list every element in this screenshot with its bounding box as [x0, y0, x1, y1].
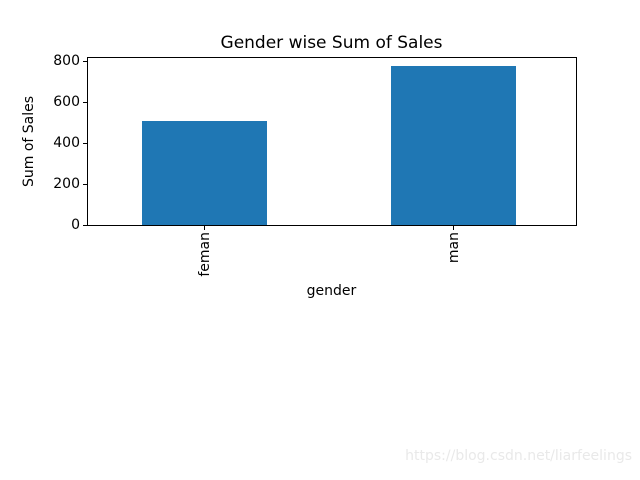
x-tick-mark: [204, 226, 205, 230]
y-axis-label: Sum of Sales: [21, 95, 37, 187]
y-tick-label: 800: [53, 53, 80, 70]
y-tick-label: 400: [53, 135, 80, 152]
y-tick-mark: [83, 101, 87, 103]
y-tick-mark: [83, 60, 87, 62]
y-tick-mark: [83, 142, 87, 144]
x-axis-label: gender: [306, 283, 357, 299]
y-tick-label: 600: [53, 94, 80, 111]
y-tick-label: 0: [71, 217, 80, 233]
x-tick-label-feman: feman: [196, 232, 213, 277]
bar-man: [391, 66, 516, 225]
x-tick-mark: [453, 226, 454, 230]
bar-feman: [142, 121, 267, 225]
y-tick-label: 200: [53, 176, 80, 193]
y-tick-mark: [83, 224, 87, 226]
x-tick-label-man: man: [445, 232, 462, 264]
y-tick-mark: [83, 183, 87, 185]
chart-title: Gender wise Sum of Sales: [220, 33, 443, 53]
watermark-text: https://blog.csdn.net/liarfeelings: [405, 448, 632, 464]
